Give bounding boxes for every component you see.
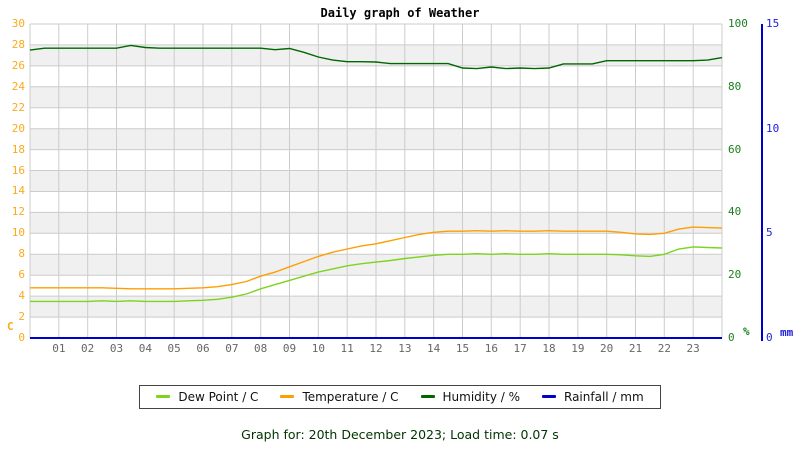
humidity-axis-tick: 60 — [728, 142, 742, 156]
temp-axis-tick: 4 — [18, 289, 25, 303]
hour-axis-tick: 15 — [455, 342, 470, 355]
hour-axis-tick: 11 — [340, 342, 354, 355]
rain-axis-unit-label: mm — [780, 326, 794, 339]
chart-legend: Dew Point / C Temperature / C Humidity / %… — [139, 384, 661, 409]
hour-axis-tick: 20 — [600, 342, 614, 355]
hour-axis-tick: 12 — [369, 342, 383, 355]
legend-item: Dew Point / C — [156, 390, 258, 404]
legend-color-dash — [420, 395, 435, 398]
series-line — [30, 246, 723, 303]
temp-axis-tick: 18 — [11, 142, 25, 156]
hour-axis-tick: 13 — [398, 342, 412, 355]
hour-axis-tick: 21 — [628, 342, 643, 355]
legend-color-dash — [156, 395, 171, 398]
humidity-axis-unit-label: % — [743, 325, 750, 338]
rain-axis-tick: 5 — [766, 226, 773, 240]
temp-axis-tick: 16 — [11, 163, 25, 177]
temp-axis-tick: 24 — [11, 79, 25, 93]
legend-item: Temperature / C — [280, 389, 399, 404]
legend-item: Humidity / % — [420, 389, 520, 404]
temp-axis-tick: 26 — [11, 58, 25, 72]
legend-label: Humidity / % — [442, 389, 520, 404]
humidity-axis-tick: 40 — [728, 205, 742, 219]
rain-axis-tick: 15 — [766, 17, 780, 30]
hour-axis-tick: 22 — [657, 342, 671, 355]
hour-axis-tick: 08 — [254, 342, 268, 355]
hour-axis-tick: 01 — [52, 342, 66, 355]
temp-axis-tick: 14 — [11, 184, 25, 198]
series-line — [29, 44, 723, 70]
temp-axis-tick: 20 — [11, 121, 25, 135]
rain-axis-tick: 0 — [766, 331, 773, 344]
legend-label: Rainfall / mm — [564, 389, 644, 404]
temp-axis-tick: 22 — [11, 100, 25, 114]
hour-axis-tick: 14 — [427, 342, 441, 355]
series-line — [30, 226, 723, 290]
hour-axis-tick: 04 — [138, 342, 152, 355]
hour-axis-tick: 07 — [225, 342, 239, 355]
temp-axis-tick: 0 — [18, 331, 25, 344]
legend-color-dash — [542, 395, 556, 398]
temp-axis-tick: 30 — [11, 17, 25, 30]
hour-axis-tick: 05 — [167, 342, 181, 355]
hour-axis-tick: 18 — [542, 342, 556, 355]
hour-axis-tick: 03 — [109, 342, 124, 355]
humidity-axis-tick: 80 — [728, 79, 742, 93]
hour-axis-tick: 06 — [196, 342, 210, 355]
hour-axis-tick: 23 — [686, 342, 700, 355]
hour-axis-tick: 19 — [571, 342, 585, 355]
legend-item: Rainfall / mm — [542, 390, 644, 404]
temp-axis-tick: 2 — [18, 310, 25, 324]
hour-axis-tick: 17 — [513, 342, 527, 355]
hour-axis-tick: 02 — [81, 342, 95, 355]
humidity-axis-tick: 100 — [728, 17, 748, 30]
legend-label: Dew Point / C — [178, 389, 259, 404]
temp-axis-tick: 6 — [18, 268, 25, 282]
humidity-axis-tick: 20 — [728, 268, 742, 282]
graph-caption: Graph for: 20th December 2023; Load time… — [241, 427, 559, 442]
humidity-axis-tick: 0 — [728, 331, 735, 344]
rain-axis-tick: 10 — [766, 121, 780, 135]
hour-axis-tick: 10 — [311, 342, 325, 355]
temp-axis-tick: 12 — [11, 205, 25, 219]
temp-axis-tick: 10 — [11, 226, 25, 240]
left-axis-unit-label: C — [7, 320, 14, 333]
legend-row: Dew Point / C Temperature / C Humidity / %… — [0, 383, 800, 409]
hour-axis-tick: 09 — [282, 342, 297, 355]
temp-axis-tick: 28 — [11, 37, 25, 51]
temp-axis-tick: 8 — [18, 247, 25, 261]
legend-color-dash — [280, 395, 295, 398]
chart-title: Daily graph of Weather — [320, 6, 480, 20]
hour-axis-tick: 16 — [484, 342, 498, 355]
legend-label: Temperature / C — [302, 389, 399, 404]
